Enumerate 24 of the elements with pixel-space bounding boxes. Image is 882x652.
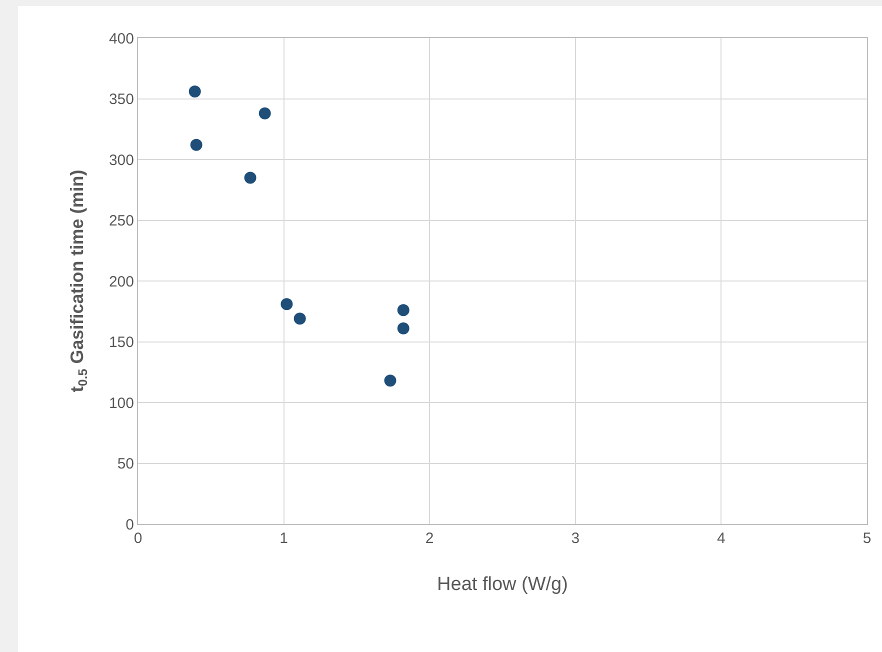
y-tick-label: 400	[108, 30, 134, 48]
point	[244, 172, 256, 184]
point	[397, 304, 410, 316]
x-tick-label: 5	[862, 530, 872, 547]
x-axis-title: Heat flow (W/g)	[437, 574, 568, 595]
y-tick-label: 100	[108, 394, 134, 412]
point	[384, 374, 396, 387]
x-tick-label: 3	[571, 530, 580, 547]
x-tick-label: 1	[280, 530, 288, 547]
y-tick-label: 350	[108, 91, 134, 108]
x-tick-label: 2	[425, 530, 434, 547]
point	[397, 322, 410, 334]
x-tick-label: 4	[717, 530, 726, 547]
y-tick-label: 200	[108, 273, 134, 290]
point	[258, 107, 271, 120]
y-tick-label: 300	[108, 152, 134, 169]
point	[188, 85, 201, 98]
point	[190, 138, 202, 151]
y-tick-label: 250	[108, 212, 134, 230]
y-tick-label: 50	[117, 456, 134, 472]
point	[280, 298, 293, 310]
y-tick-label: 0	[126, 516, 134, 534]
y-tick-label: 150	[108, 334, 134, 351]
point	[294, 312, 306, 325]
